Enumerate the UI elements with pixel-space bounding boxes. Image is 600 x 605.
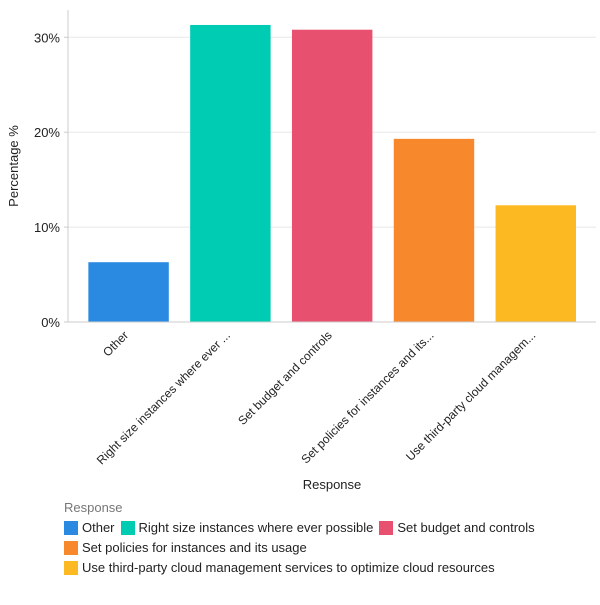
legend-item[interactable]: Other [64, 520, 115, 535]
legend-label: Other [82, 520, 115, 535]
legend-label: Set budget and controls [397, 520, 535, 535]
legend-title: Response [64, 500, 123, 515]
bar-2[interactable] [291, 29, 373, 322]
legend: Response Other Right size instances where… [64, 500, 541, 580]
bar-4[interactable] [495, 205, 576, 322]
y-tick-label: 10% [34, 220, 60, 235]
x-tick-label: Other [100, 328, 131, 359]
bar-1[interactable] [190, 24, 271, 322]
x-tick-label: Set budget and controls [235, 328, 335, 428]
y-axis-label: Percentage % [6, 125, 21, 207]
legend-swatch [64, 540, 78, 555]
legend-label: Use third-party cloud management service… [82, 560, 495, 575]
y-tick-label: 30% [34, 30, 60, 45]
legend-item[interactable]: Right size instances where ever possible [120, 520, 374, 535]
bar-0[interactable] [88, 262, 169, 322]
legend-item[interactable]: Use third-party cloud management service… [64, 560, 495, 575]
legend-label: Set policies for instances and its usage [82, 540, 307, 555]
legend-label: Right size instances where ever possible [138, 520, 374, 535]
legend-swatch [120, 520, 135, 535]
legend-swatch [379, 520, 394, 535]
legend-item[interactable]: Set budget and controls [379, 520, 535, 535]
y-tick-label: 0% [41, 315, 60, 330]
legend-swatch [64, 560, 78, 575]
y-tick-label: 20% [34, 125, 60, 140]
x-axis-label: Response [303, 477, 362, 492]
legend-swatch [64, 520, 78, 535]
bar-3[interactable] [393, 138, 475, 322]
legend-item[interactable]: Set policies for instances and its usage [64, 540, 307, 555]
